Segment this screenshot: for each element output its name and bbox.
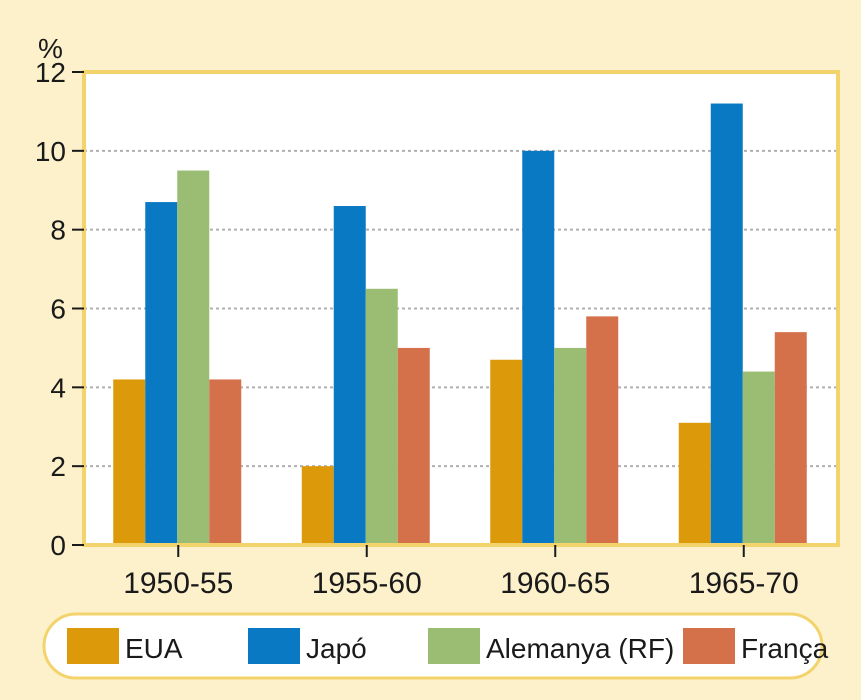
legend: EUA Japó Alemanya (RF) França <box>42 612 829 680</box>
legend-label: França <box>741 633 829 664</box>
bar-1960-65-eua <box>490 359 523 545</box>
legend-label: Japó <box>306 633 367 664</box>
y-axis-label: % <box>38 33 63 64</box>
bar-1960-65-jap- <box>522 150 555 546</box>
y-tick-label: 12 <box>35 57 66 88</box>
y-tick-label: 0 <box>50 530 66 561</box>
bar-1955-60-alemanya-rf- <box>365 288 398 545</box>
bar-1955-60-fran-a <box>397 347 430 545</box>
y-tick-label: 10 <box>35 136 66 167</box>
x-tick-label: 1955-60 <box>312 567 422 600</box>
legend-label: EUA <box>125 633 183 664</box>
x-tick-label: 1950-55 <box>123 567 233 600</box>
bars <box>113 103 807 546</box>
bar-1955-60-jap- <box>333 206 366 545</box>
axes: 0 2 4 6 8 10 12 1950-55 1955-60 1960-65 1965-70 <box>35 57 799 600</box>
bar-1955-60-eua <box>301 466 334 545</box>
bar-1960-65-alemanya-rf- <box>554 347 587 545</box>
bar-1960-65-fran-a <box>586 316 619 545</box>
y-tick-label: 2 <box>50 451 66 482</box>
legend-swatch <box>248 628 300 664</box>
bar-1965-70-alemanya-rf- <box>742 371 775 545</box>
legend-label: Alemanya (RF) <box>486 633 674 664</box>
x-tick-label: 1960-65 <box>500 567 610 600</box>
y-tick-label: 4 <box>50 372 66 403</box>
bar-1950-55-jap- <box>145 202 178 545</box>
bar-1965-70-fran-a <box>774 332 807 545</box>
y-tick-label: 8 <box>50 215 66 246</box>
legend-swatch <box>67 628 119 664</box>
bar-1950-55-eua <box>113 379 146 545</box>
legend-swatch <box>683 628 735 664</box>
x-tick-label: 1965-70 <box>689 567 799 600</box>
y-tick-label: 6 <box>50 294 66 325</box>
bar-1965-70-eua <box>678 422 711 545</box>
legend-swatch <box>428 628 480 664</box>
bar-1950-55-fran-a <box>209 379 242 545</box>
bar-1965-70-jap- <box>710 103 743 546</box>
bar-1950-55-alemanya-rf- <box>177 170 210 545</box>
